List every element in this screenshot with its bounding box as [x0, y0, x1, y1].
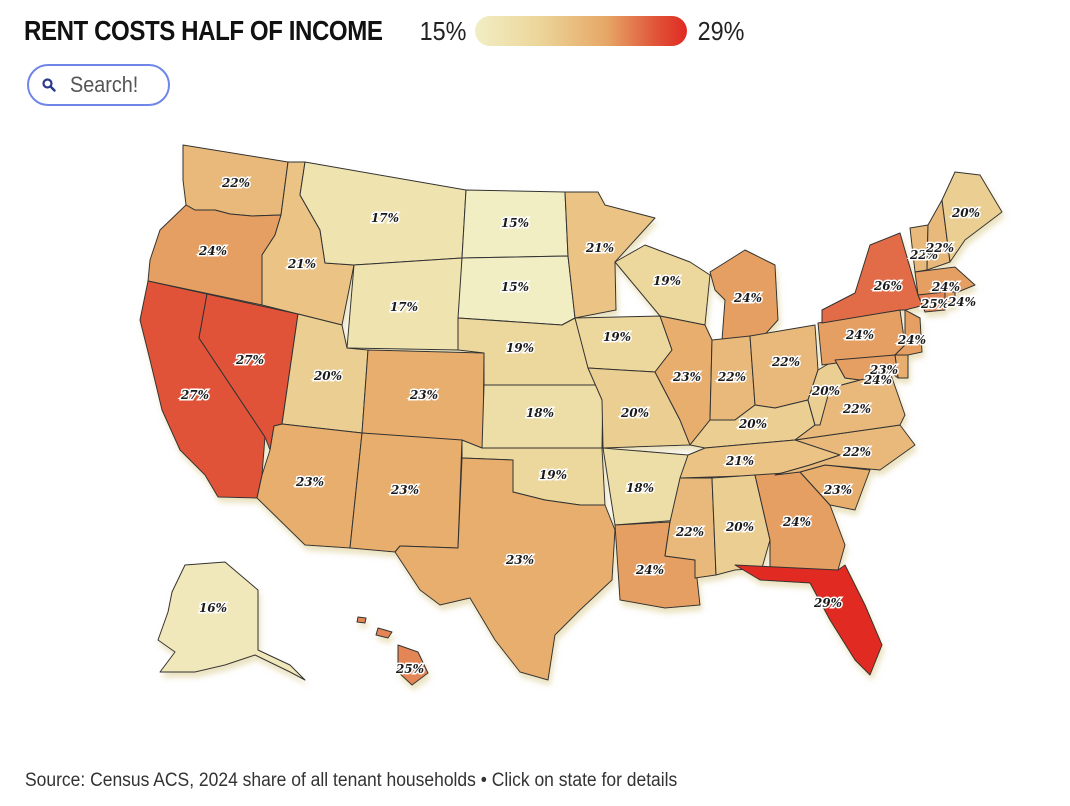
state-label-nc: 22% — [842, 445, 871, 459]
state-label-ia: 19% — [603, 330, 631, 344]
state-label-wi: 19% — [653, 274, 681, 288]
state-label-de: 23% — [869, 363, 898, 377]
state-label-fl: 29% — [813, 596, 842, 610]
state-label-wv: 20% — [811, 384, 840, 398]
us-state-map: 22% 24% 27% 27% 21% 17% 17% 20% 23% 23% 23% 15% 15% 1… — [139, 144, 1003, 686]
state-label-mn: 21% — [585, 241, 614, 255]
state-label-sd: 15% — [501, 280, 529, 294]
state-label-me: 20% — [951, 206, 980, 220]
state-label-wy: 17% — [390, 300, 418, 314]
state-label-ut: 20% — [313, 369, 342, 383]
state-label-md: 24% — [863, 373, 892, 387]
state-label-co: 23% — [409, 388, 438, 402]
state-me[interactable] — [941, 171, 1003, 263]
state-label-tn: 21% — [725, 454, 754, 468]
state-label-pa: 24% — [845, 328, 874, 342]
state-label-va: 22% — [842, 402, 871, 416]
state-label-mi: 24% — [733, 291, 762, 305]
state-ia[interactable] — [574, 315, 673, 373]
state-label-ms: 22% — [675, 525, 704, 539]
state-label-wa: 22% — [221, 176, 250, 190]
state-label-nm: 23% — [390, 483, 419, 497]
state-label-tx: 23% — [505, 553, 534, 567]
state-label-az: 23% — [295, 475, 324, 489]
state-label-ca: 27% — [180, 388, 209, 402]
state-label-id: 21% — [287, 257, 316, 271]
state-tx[interactable] — [394, 457, 616, 681]
state-label-oh: 22% — [771, 355, 800, 369]
state-label-mo: 20% — [620, 406, 649, 420]
state-md[interactable] — [834, 354, 899, 381]
state-label-la: 24% — [635, 563, 664, 577]
state-label-nj: 24% — [897, 333, 926, 347]
search-box[interactable] — [27, 64, 170, 106]
state-label-vt: 22% — [909, 248, 938, 262]
search-icon — [42, 78, 56, 92]
state-label-ct: 25% — [920, 297, 949, 311]
state-label-ri: 24% — [947, 295, 976, 309]
legend-max-label: 29% — [697, 15, 745, 46]
state-ny[interactable] — [821, 232, 926, 324]
state-label-ny: 26% — [873, 279, 902, 293]
state-label-nv: 27% — [235, 353, 264, 367]
search-input[interactable] — [70, 72, 151, 98]
state-label-sc: 23% — [823, 483, 852, 497]
state-label-ak: 16% — [199, 601, 227, 615]
state-label-ga: 24% — [782, 515, 811, 529]
page-title: RENT COSTS HALF OF INCOME — [24, 15, 383, 46]
legend-color-scale — [474, 16, 687, 46]
legend-min-label: 15% — [419, 15, 467, 46]
state-label-ma: 24% — [931, 280, 960, 294]
state-hi[interactable] — [356, 616, 429, 686]
state-ri[interactable] — [944, 291, 956, 306]
state-label-ar: 18% — [626, 481, 654, 495]
state-label-ks: 18% — [526, 406, 554, 420]
state-label-ky: 20% — [738, 417, 767, 431]
state-label-nh: 22% — [925, 241, 954, 255]
state-label-or: 24% — [198, 244, 227, 258]
state-label-al: 20% — [725, 520, 754, 534]
state-nc[interactable] — [774, 424, 916, 476]
state-label-ok: 19% — [539, 468, 567, 482]
state-label-in: 22% — [717, 370, 746, 384]
state-label-hi: 25% — [395, 662, 424, 676]
state-label-nd: 15% — [501, 216, 529, 230]
state-ak[interactable] — [157, 561, 306, 681]
state-label-mt: 17% — [371, 211, 399, 225]
header: RENT COSTS HALF OF INCOME 15% 29% — [24, 12, 747, 50]
state-ma[interactable] — [914, 266, 976, 296]
state-fl[interactable] — [734, 564, 883, 676]
state-label-il: 23% — [672, 370, 701, 384]
source-note: Source: Census ACS, 2024 share of all te… — [25, 770, 678, 791]
state-label-ne: 19% — [506, 341, 534, 355]
state-ct[interactable] — [917, 291, 946, 313]
